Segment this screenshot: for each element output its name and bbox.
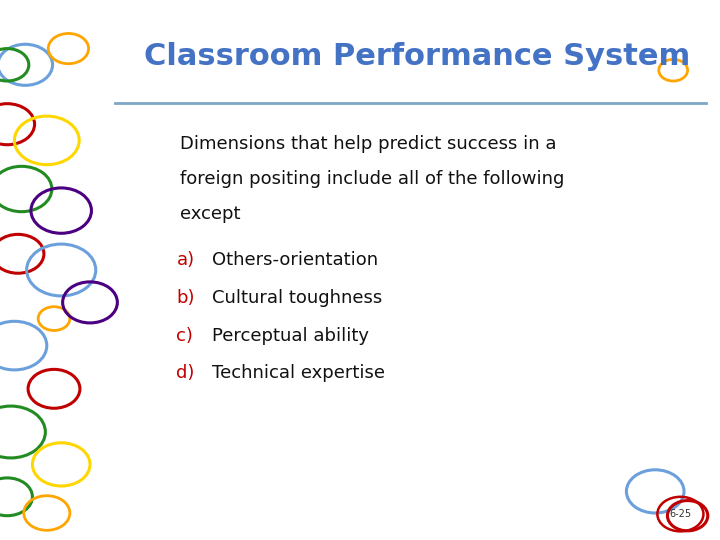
Text: Technical expertise: Technical expertise	[212, 364, 385, 382]
Text: Others-orientation: Others-orientation	[212, 251, 379, 269]
Text: c): c)	[176, 327, 193, 345]
Text: Perceptual ability: Perceptual ability	[212, 327, 369, 345]
Text: d): d)	[176, 364, 195, 382]
Text: foreign positing include all of the following: foreign positing include all of the foll…	[180, 170, 564, 188]
Text: a): a)	[176, 251, 194, 269]
Text: Cultural toughness: Cultural toughness	[212, 289, 382, 307]
Text: Dimensions that help predict success in a: Dimensions that help predict success in …	[180, 135, 557, 153]
Text: except: except	[180, 205, 240, 223]
Text: 6-25: 6-25	[670, 509, 691, 519]
Text: b): b)	[176, 289, 195, 307]
Text: Classroom Performance System: Classroom Performance System	[145, 42, 690, 71]
